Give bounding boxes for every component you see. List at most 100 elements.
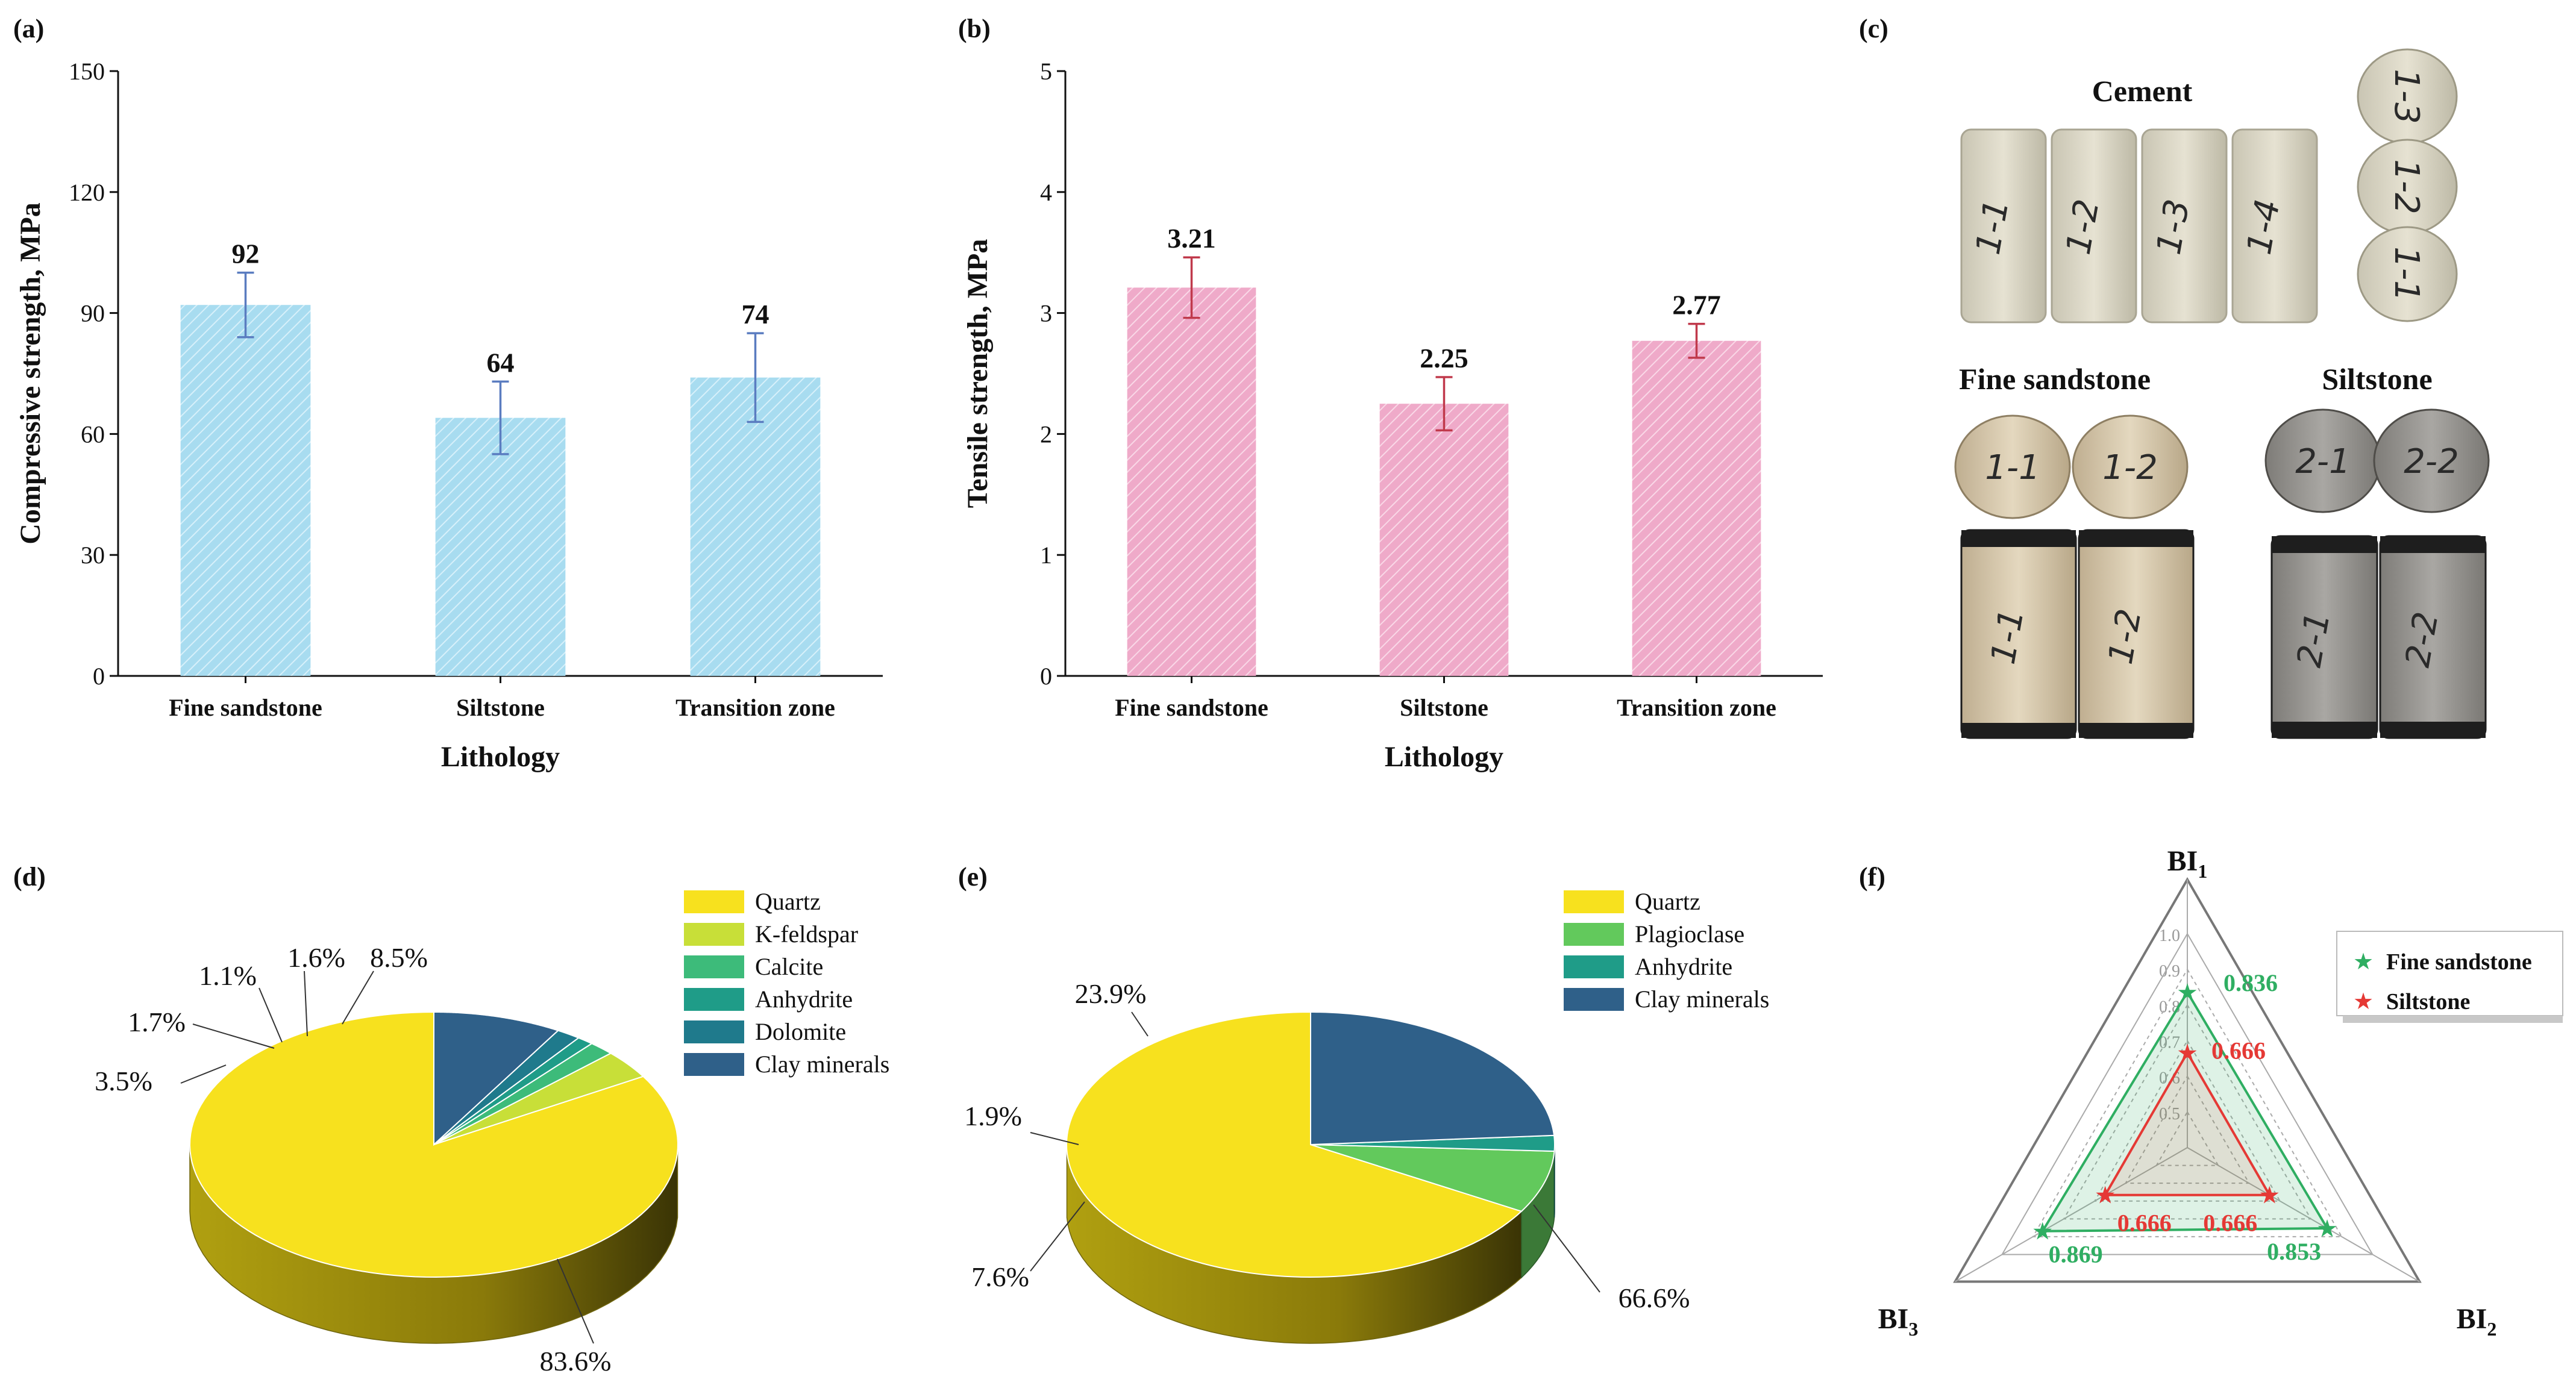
pie-slice-calcite — [433, 1043, 612, 1145]
leader-line — [1533, 1204, 1600, 1293]
legend-label: Anhydrite — [755, 986, 853, 1013]
value-label: 2.25 — [1420, 343, 1468, 373]
radar-value-label: 0.836 — [2223, 969, 2278, 996]
radar-spoke — [2187, 1147, 2420, 1283]
specimen-photographs: Cement 1-1 1-2 1-3 1-4 1-3 1-2 — [1954, 48, 2490, 739]
leader-line — [1030, 1132, 1079, 1145]
legend-swatch — [684, 923, 744, 946]
y-tick-label: 5 — [1040, 58, 1052, 85]
legend-swatch — [1564, 923, 1624, 946]
silt-core-label: 2-2 — [2398, 609, 2446, 670]
radar-point-marker: ★ — [2176, 979, 2198, 1006]
y-tick-label: 90 — [81, 300, 105, 327]
cement-disc-label: 1-3 — [2387, 69, 2426, 123]
legend-swatch — [684, 955, 744, 978]
pie-value-label: 83.6% — [540, 1346, 612, 1377]
pie-value-label: 1.1% — [199, 960, 257, 991]
legend-label: Calcite — [755, 953, 823, 980]
cement-core-1-3: 1-3 — [2141, 128, 2228, 323]
fine-core-label: 1-1 — [1984, 606, 2032, 667]
cement-core-1-1: 1-1 — [1960, 128, 2047, 323]
tensile-strength-chart: 0 1 2 3 4 5 Fine sandstone 3.21 Siltstone 2.25 Tra… — [962, 58, 1823, 773]
radar-point-marker: ★ — [2316, 1215, 2338, 1242]
radar-tick-label: 1.0 — [2159, 927, 2180, 945]
x-tick-label: Fine sandstone — [1115, 694, 1268, 721]
radar-value-label: 0.666 — [2211, 1037, 2266, 1064]
cement-core-label: 1-2 — [2059, 196, 2107, 257]
radar-axis-label: BI2 — [2457, 1303, 2497, 1340]
panel-label-c: (c) — [1859, 14, 1888, 43]
x-tick-label: Transition zone — [675, 694, 835, 721]
pie-top-layer — [1065, 1011, 1555, 1278]
pie-value-label: 1.7% — [128, 1007, 186, 1037]
radar-legend-box — [2336, 931, 2563, 1016]
x-tick-label: Siltstone — [1400, 694, 1488, 721]
legend-label: Quartz — [755, 888, 821, 915]
y-axis-title: Compressive strength, MPa — [14, 202, 46, 545]
legend-swatch — [684, 1020, 744, 1043]
radar-spoke — [1955, 1147, 2188, 1283]
cement-core-label: 1-3 — [2149, 196, 2198, 257]
siltstone-title: Siltstone — [2322, 362, 2432, 396]
legend-swatch — [684, 890, 744, 913]
pie-slice-k-feldspar — [433, 1052, 645, 1145]
radar-point-marker: ★ — [2176, 1040, 2198, 1067]
radar-grid-ring — [2093, 1039, 2281, 1202]
panel-label-f: (f) — [1859, 862, 1885, 892]
radar-axis-label-sub: 1 — [2198, 860, 2207, 882]
bar — [435, 417, 566, 676]
radar-grid-ring — [2001, 932, 2374, 1255]
x-tick-label: Siltstone — [456, 694, 545, 721]
legend-swatch — [1564, 988, 1624, 1011]
y-tick-label: 1 — [1040, 542, 1052, 569]
radar-axis-label: BI1 — [2167, 845, 2208, 882]
pie-slice-anhydrite — [1310, 1134, 1555, 1152]
pie-slice-quartz — [1065, 1011, 1523, 1278]
pie-value-label: 66.6% — [1619, 1283, 1690, 1313]
compressive-strength-chart: 0 30 60 90 120 150 Fine sandstone 92 Siltstone 64… — [14, 58, 883, 773]
radar-value-label: 0.869 — [2049, 1241, 2103, 1268]
radar-frame — [1953, 877, 2422, 1283]
radar-axis-label: BI3 — [1878, 1303, 1919, 1340]
y-tick-label: 0 — [93, 663, 105, 690]
bar — [1379, 404, 1509, 676]
cement-core-label: 1-4 — [2240, 196, 2288, 257]
value-label: 74 — [742, 299, 769, 330]
radar-legend-shadow — [2343, 1016, 2563, 1023]
y-tick-label: 60 — [81, 420, 105, 448]
fine-disc-label: 1-2 — [2102, 448, 2157, 487]
fine-sandstone-discs: 1-1 1-2 — [1954, 414, 2189, 519]
leader-line — [304, 970, 308, 1037]
radar-point-marker: ★ — [2032, 1218, 2054, 1245]
cement-core-1-4: 1-4 — [2231, 128, 2318, 323]
radar-axis-label-main: BI — [2457, 1303, 2487, 1335]
radar-point-marker: ★ — [2095, 1182, 2116, 1209]
legend-swatch — [1564, 890, 1624, 913]
panel-label-d: (d) — [13, 862, 46, 892]
cement-discs: 1-3 1-2 1-1 — [2357, 48, 2458, 322]
bar — [690, 377, 821, 676]
fine-sandstone-cores: 1-1 1-2 — [1960, 529, 2195, 739]
fine-core-label: 1-2 — [2101, 606, 2149, 667]
y-tick-label: 3 — [1040, 300, 1052, 327]
legend-swatch — [684, 988, 744, 1011]
silt-core-label: 2-1 — [2290, 609, 2338, 670]
y-tick-label: 2 — [1040, 420, 1052, 448]
cement-core-1-2: 1-2 — [2051, 128, 2137, 323]
radar-axis-label-main: BI — [1878, 1303, 1909, 1335]
legend-label: Clay minerals — [1635, 986, 1769, 1013]
radar-axis-label-sub: 3 — [1908, 1318, 1918, 1340]
mineral-pie-fine-sandstone: 83.6% 3.5% 1.7% 1.1% 1.6% 8.5% Quartz K-feldspa… — [95, 888, 889, 1377]
pie-top-layer — [189, 1011, 678, 1278]
y-tick-label: 30 — [81, 542, 105, 569]
radar-value-label: 0.666 — [2203, 1210, 2257, 1237]
legend-label: Clay minerals — [755, 1051, 889, 1078]
legend-label: Plagioclase — [1635, 920, 1744, 948]
legend-label: Quartz — [1635, 888, 1700, 915]
legend-swatch — [1564, 955, 1624, 978]
x-axis-title: Lithology — [1385, 741, 1503, 773]
pie-value-label: 23.9% — [1075, 978, 1147, 1009]
panel-label-e: (e) — [958, 862, 988, 892]
brittleness-radar-chart: 0.50.60.70.80.91.0BI1BI2BI3★0.836★0.853★… — [1878, 845, 2563, 1340]
panel-label-b: (b) — [958, 14, 991, 43]
